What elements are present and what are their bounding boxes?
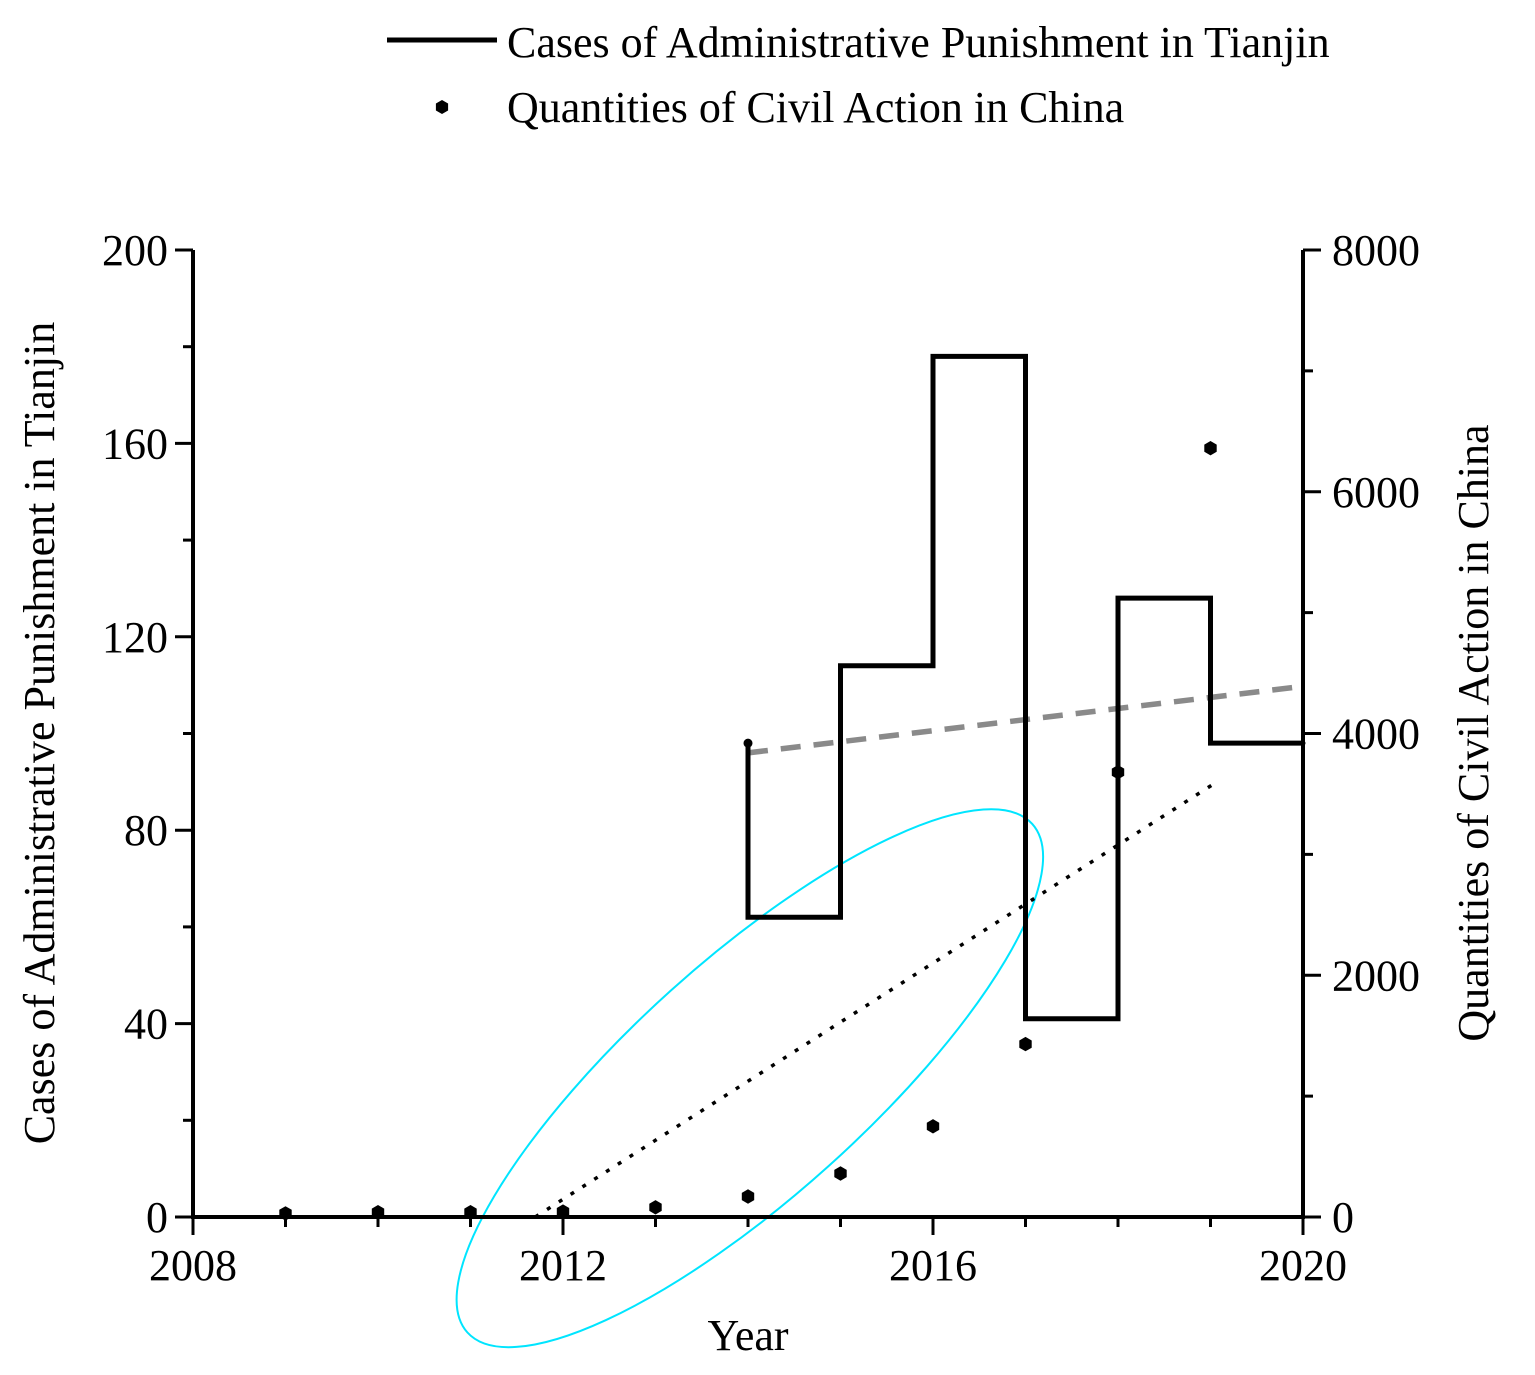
scatter-point [1111, 765, 1125, 780]
scatter-point [649, 1200, 662, 1215]
scatter-point [279, 1206, 292, 1221]
tick-label: 200 [102, 226, 168, 275]
tick-label: 2020 [1259, 1241, 1347, 1290]
scatter-point [371, 1205, 385, 1220]
scatter-point [926, 1119, 940, 1134]
y-axis-left-title: Cases of Administrative Punishment in Ti… [15, 322, 64, 1145]
tick-label: 160 [102, 419, 168, 468]
tick-label: 0 [1332, 1193, 1354, 1242]
plot-area: 2008 2012 2016 2020040801201602000200040006… [102, 226, 1420, 1349]
tick-label: 2012 [519, 1241, 607, 1290]
tick-label: 6000 [1332, 468, 1420, 517]
legend-dot-sample-icon [435, 100, 449, 114]
scatter-point [741, 1189, 755, 1204]
scatter-point [834, 1166, 847, 1181]
legend-item-punishment: Cases of Administrative Punishment in Ti… [507, 18, 1330, 67]
tick-label: 2016 [889, 1241, 977, 1290]
step-series-start-cap [743, 738, 753, 748]
scatter-point [1204, 441, 1217, 456]
tick-label: 120 [102, 613, 168, 662]
black-dotted-trend [534, 780, 1218, 1219]
tick-label: 4000 [1332, 710, 1420, 759]
y-axis-right-title: Quantities of Civil Action in China [1449, 424, 1498, 1041]
tick-label: 0 [146, 1193, 168, 1242]
tick-label: 2008 [149, 1241, 237, 1290]
scatter-point [464, 1205, 477, 1220]
axes-frame [191, 250, 1305, 1219]
legend-item-civil-action: Quantities of Civil Action in China [507, 83, 1124, 132]
scatter-point [556, 1204, 570, 1219]
legend: Cases of Administrative Punishment in Ti… [387, 18, 1330, 132]
tick-label: 40 [124, 1000, 168, 1049]
tick-label: 2000 [1332, 951, 1420, 1000]
tick-label: 80 [124, 806, 168, 855]
scatter-point [1019, 1036, 1032, 1052]
scatter-series-civil-action [279, 441, 1217, 1221]
confidence-ellipse [455, 808, 1045, 1349]
step-series-punishment [745, 353, 1306, 1022]
x-axis-title: Year [707, 1311, 788, 1360]
tick-labels: 2008 2012 2016 2020040801201602000200040006… [102, 226, 1420, 1290]
tick-label: 8000 [1332, 226, 1420, 275]
